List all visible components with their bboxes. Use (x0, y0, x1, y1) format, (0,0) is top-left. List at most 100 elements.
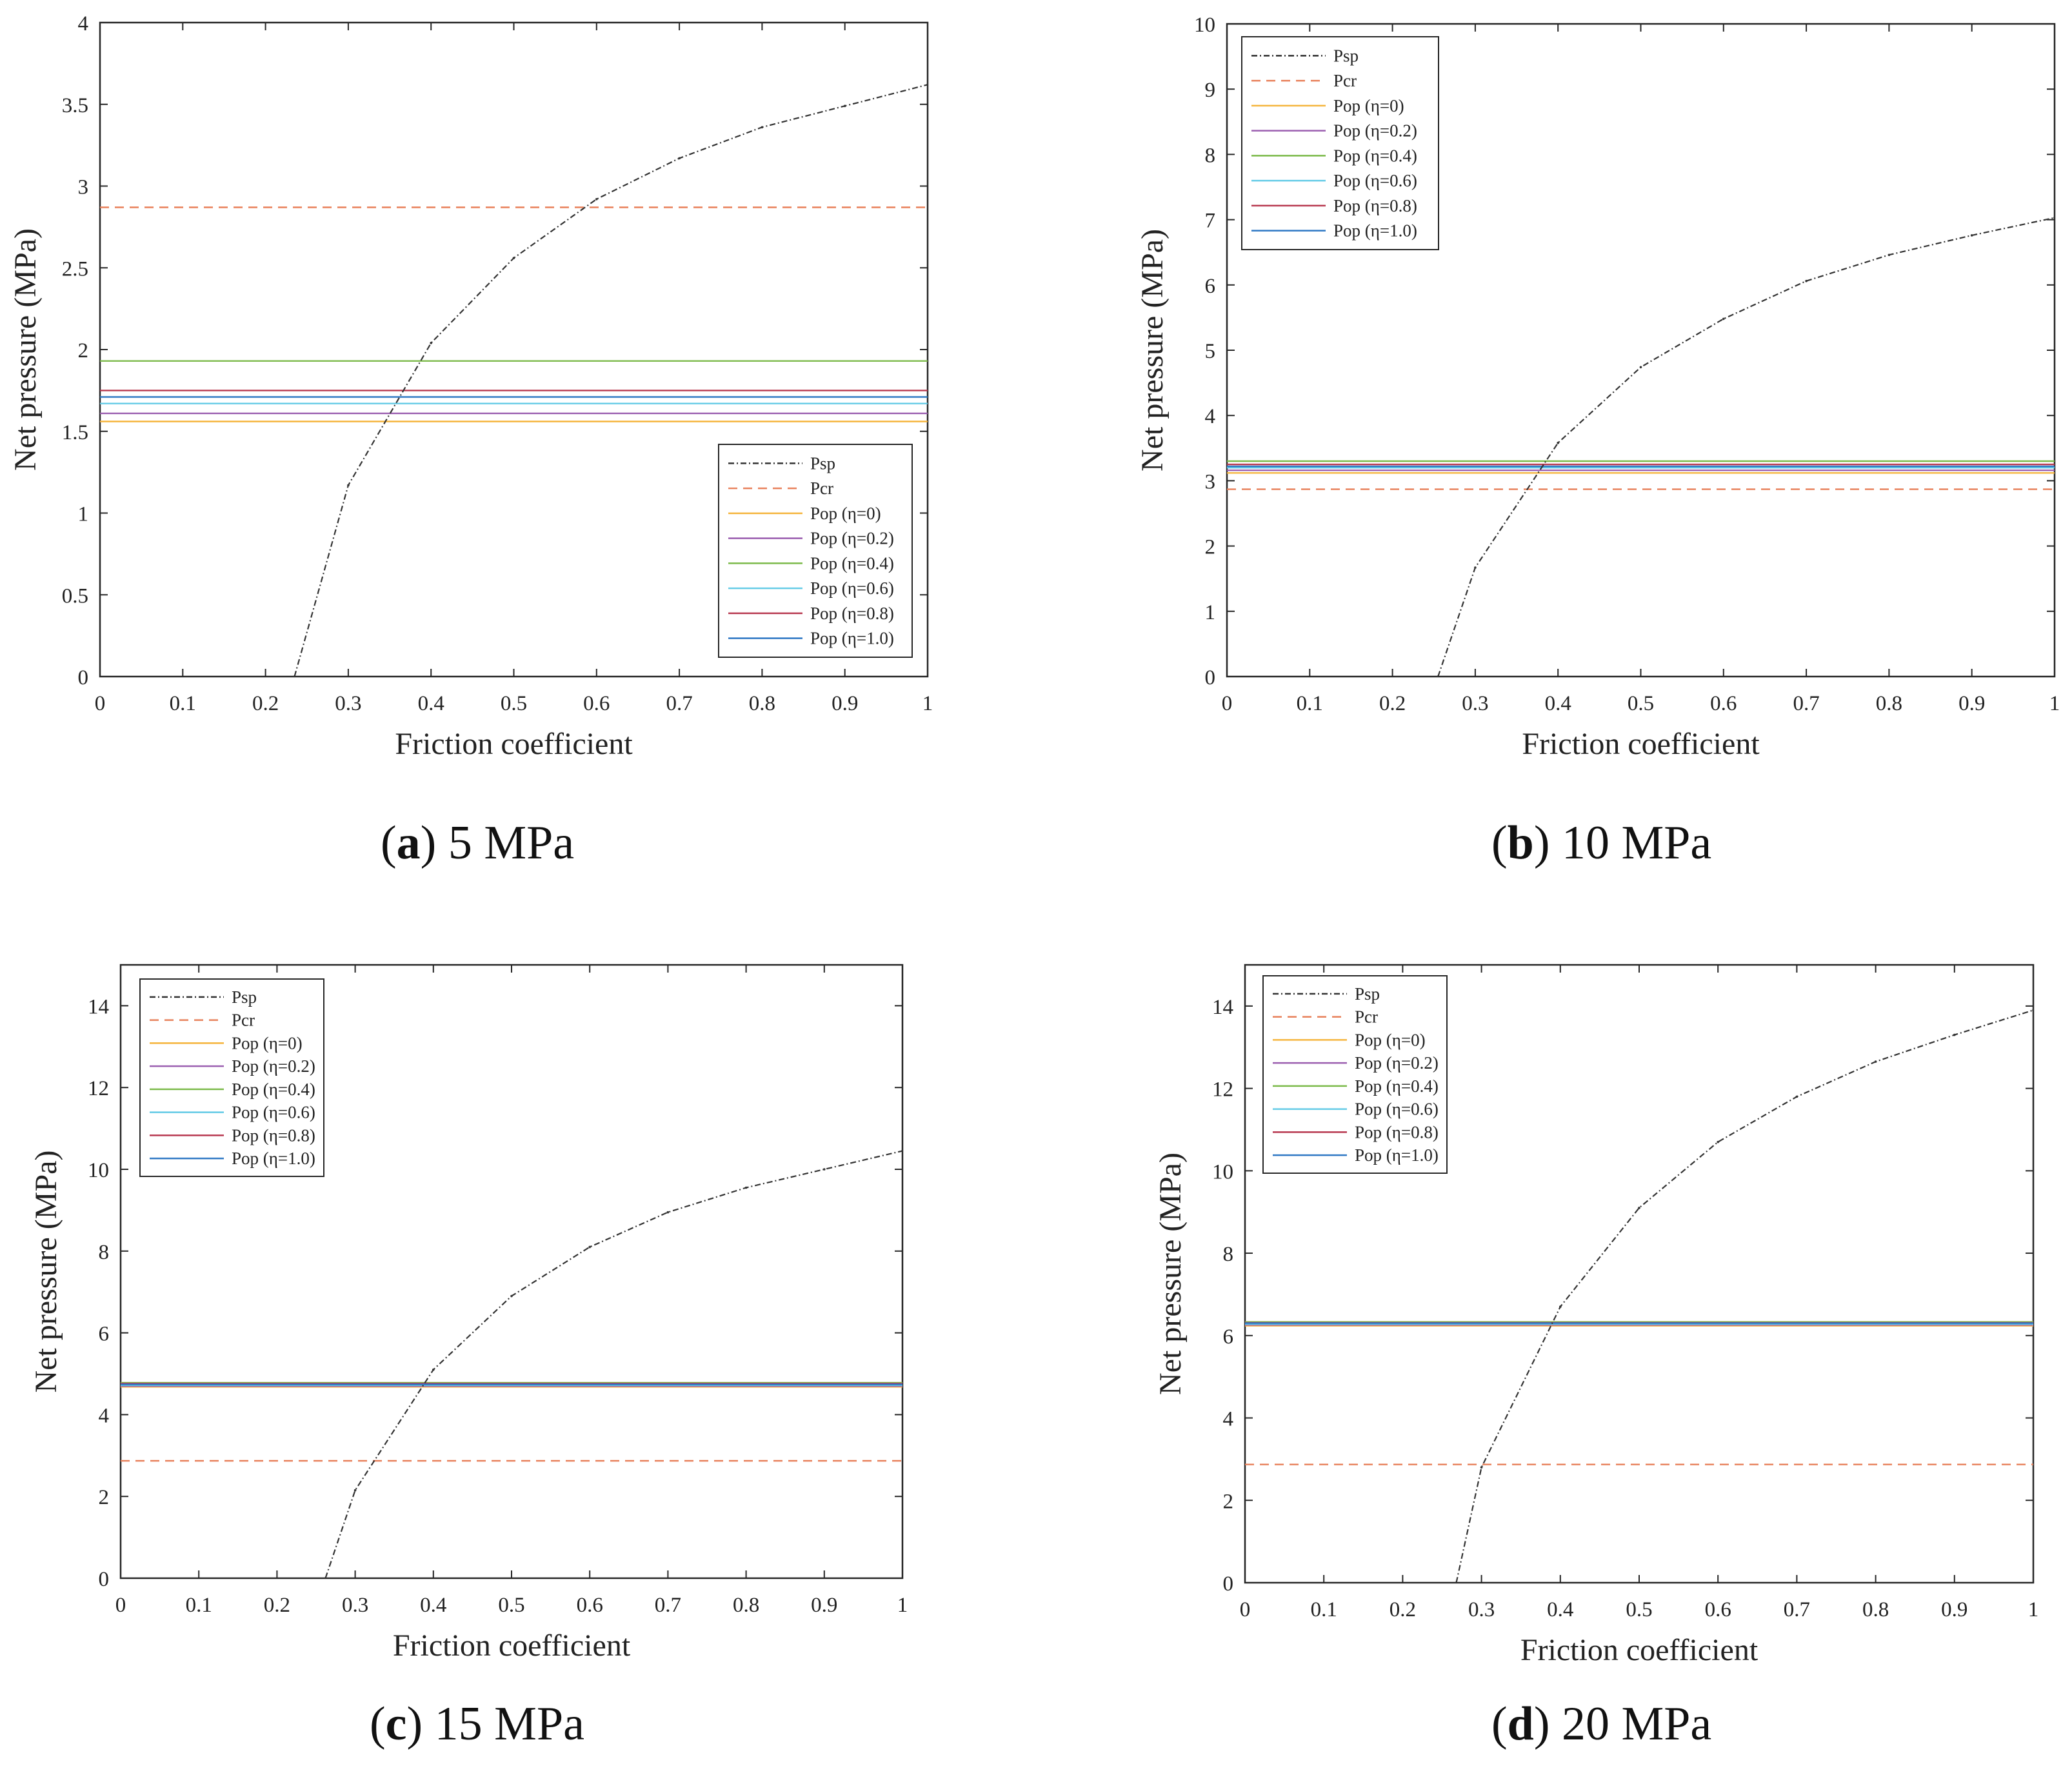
x-tick-label: 0.4 (420, 1594, 446, 1617)
y-tick-label: 3.5 (62, 94, 88, 117)
y-tick-label: 2 (1223, 1490, 1234, 1513)
legend-label: Pop (η=1.0) (810, 629, 894, 648)
psp-point (678, 157, 681, 160)
x-tick-label: 0.6 (577, 1594, 603, 1617)
x-tick-label: 1 (2049, 692, 2060, 715)
legend-label: Pop (η=0.2) (1355, 1053, 1439, 1073)
psp-point (1437, 675, 1439, 677)
legend-label: Pop (η=0.4) (810, 553, 894, 573)
legend-label: Pop (η=1.0) (232, 1149, 315, 1168)
psp-point (823, 1168, 826, 1171)
x-tick-label: 0.1 (186, 1594, 212, 1617)
x-tick-label: 0.1 (170, 692, 196, 715)
y-tick-label: 0 (1223, 1572, 1234, 1596)
y-tick-label: 8 (1223, 1243, 1234, 1266)
caption-a: (a) 5 MPa (381, 817, 575, 869)
y-axis-label: Net pressure (MPa) (1135, 229, 1170, 471)
caption-d: (d) 20 MPa (1491, 1698, 1712, 1750)
psp-point (1953, 1033, 1956, 1036)
series-group (1227, 216, 2055, 677)
x-tick-label: 0.1 (1311, 1598, 1337, 1621)
psp-point (1474, 566, 1477, 569)
legend-label: Pop (η=0.8) (232, 1125, 315, 1145)
psp-point (430, 342, 432, 344)
x-tick-label: 0.9 (811, 1594, 837, 1617)
y-tick-label: 4 (78, 12, 89, 35)
legend-label: Pop (η=0.6) (1355, 1100, 1439, 1119)
caption-a-text: 5 MPa (448, 817, 575, 869)
psp-point (1888, 253, 1891, 257)
chart-panel-1: 0 0.1 0.2 0.3 0.4 0.5 0.6 0.7 0.8 0.9 101234567891… (1135, 14, 2060, 761)
legend-box (139, 978, 324, 1177)
chart-panel-0: 0 0.1 0.2 0.3 0.4 0.5 0.6 0.7 0.8 0.9 1 0 0.5 1 1.5 2 2.… (8, 12, 933, 761)
x-tick-label: 0.4 (1545, 692, 1571, 715)
x-tick-label: 0.9 (1958, 692, 1985, 715)
legend-label: Psp (810, 453, 835, 473)
x-axis-label: Friction coefficient (1520, 1633, 1758, 1667)
caption-b: (b) 10 MPa (1491, 817, 1712, 869)
x-tick-label: 0 (1240, 1598, 1251, 1621)
x-tick-label: 0.7 (655, 1594, 681, 1617)
psp-point (666, 1211, 670, 1214)
caption-c-text: 15 MPa (434, 1698, 584, 1750)
y-tick-label: 0 (99, 1568, 110, 1591)
legend-label: Pcr (232, 1011, 255, 1030)
y-tick-label: 12 (1212, 1078, 1233, 1102)
y-tick-label: 1 (1205, 601, 1216, 624)
series-group (121, 1149, 902, 1578)
caption-c: (c) 15 MPa (370, 1698, 584, 1750)
psp-point (1639, 366, 1642, 369)
y-tick-label: 10 (88, 1159, 109, 1182)
panels: 0 0.1 0.2 0.3 0.4 0.5 0.6 0.7 0.8 0.9 100.511.522.… (8, 12, 2060, 1667)
legend-label: Pcr (1355, 1007, 1378, 1027)
x-tick-label: 0.5 (498, 1594, 524, 1617)
x-tick-label: 0.8 (733, 1594, 759, 1617)
x-tick-label: 0.4 (418, 692, 444, 715)
y-tick-label: 0.5 (62, 584, 88, 608)
psp-point (1455, 1581, 1458, 1583)
x-tick-label: 0.8 (1862, 1598, 1889, 1621)
caption-a-letter: a (396, 817, 421, 869)
legend-label: Pop (η=0.6) (232, 1103, 315, 1122)
psp-point (1638, 1207, 1640, 1209)
y-tick-label: 2 (78, 339, 89, 362)
x-tick-label: 0.1 (1297, 692, 1323, 715)
x-tick-label: 0.2 (252, 692, 279, 715)
legend-label: Pop (η=0) (1333, 96, 1404, 115)
y-tick-label: 0 (78, 666, 89, 689)
y-tick-label: 2 (1205, 536, 1216, 559)
x-tick-label: 1 (922, 692, 933, 715)
legend-label: Pop (η=1.0) (1355, 1145, 1439, 1165)
x-tick-label: 0.9 (1941, 1598, 1967, 1621)
y-tick-label: 9 (1205, 79, 1216, 102)
x-tick-label: 0.3 (1462, 692, 1488, 715)
legend-label: Pop (η=0) (1355, 1030, 1426, 1049)
caption-d-letter: d (1507, 1698, 1534, 1750)
chart-panel-2: 0 0.1 0.2 0.3 0.4 0.5 0.6 0.7 0.8 0.9 102468101214… (29, 964, 908, 1663)
x-tick-label: 0 (1222, 692, 1233, 715)
x-tick-label: 0.5 (1628, 692, 1654, 715)
x-axis-label: Friction coefficient (395, 727, 633, 761)
x-tick-label: 0.8 (749, 692, 775, 715)
legend-label: Pop (η=0.6) (1333, 171, 1417, 190)
caption-b-text: 10 MPa (1561, 817, 1712, 869)
legend-label: Psp (232, 987, 257, 1007)
series-group (100, 83, 928, 677)
y-tick-label: 12 (88, 1077, 109, 1100)
psp-point (1805, 279, 1808, 282)
x-tick-label: 0.7 (666, 692, 692, 715)
y-tick-label: 1.5 (62, 421, 88, 444)
caption-d-text: 20 MPa (1561, 1698, 1712, 1750)
x-tick-label: 0.3 (335, 692, 361, 715)
legend-label: Pcr (1333, 71, 1357, 90)
y-tick-label: 10 (1194, 14, 1215, 37)
legend-box (718, 444, 913, 658)
x-tick-label: 0.3 (342, 1594, 368, 1617)
psp-point (1795, 1095, 1798, 1098)
x-tick-label: 1 (2028, 1598, 2039, 1621)
x-tick-label: 0.7 (1784, 1598, 1810, 1621)
y-tick-label: 10 (1212, 1160, 1233, 1183)
y-tick-label: 8 (99, 1241, 110, 1264)
caption-b-letter: b (1507, 817, 1534, 869)
legend-label: Pop (η=0.4) (232, 1080, 315, 1099)
